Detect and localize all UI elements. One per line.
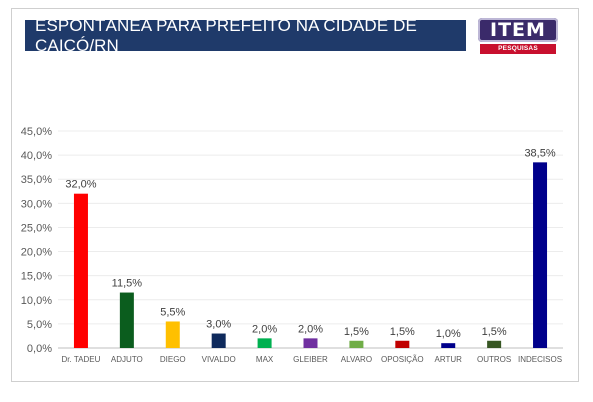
y-tick-label: 10,0% bbox=[21, 295, 52, 307]
bar bbox=[73, 193, 88, 348]
data-label: 1,0% bbox=[436, 328, 461, 340]
x-tick-label: ALVARO bbox=[341, 355, 372, 364]
x-tick-label: INDECISOS bbox=[518, 355, 562, 364]
x-tick-label: ADJUTO bbox=[111, 355, 143, 364]
x-tick-label: OPOSIÇÃO bbox=[381, 355, 424, 364]
x-tick-label: VIVALDO bbox=[202, 355, 236, 364]
data-label: 11,5% bbox=[112, 278, 143, 290]
bar bbox=[349, 340, 364, 348]
logo-subtext: PESQUISAS TÉCNICAS bbox=[480, 44, 556, 62]
data-label: 1,5% bbox=[390, 326, 415, 338]
bar bbox=[533, 162, 548, 348]
logo-text: ITEM bbox=[478, 18, 558, 42]
x-tick-label: ARTUR bbox=[435, 355, 463, 364]
chart-title: ESPONTÂNEA PARA PREFEITO NA CIDADE DE CA… bbox=[25, 16, 466, 55]
data-label: 1,5% bbox=[482, 326, 507, 338]
y-tick-label: 30,0% bbox=[21, 198, 52, 210]
x-tick-label: GLEIBER bbox=[293, 355, 328, 364]
bar bbox=[165, 321, 180, 348]
y-tick-label: 45,0% bbox=[21, 126, 52, 138]
bar bbox=[119, 292, 134, 348]
chart-frame bbox=[11, 8, 579, 382]
data-label: 2,0% bbox=[298, 323, 323, 335]
data-label: 38,5% bbox=[524, 147, 555, 159]
bar bbox=[257, 338, 272, 348]
data-label: 5,5% bbox=[160, 306, 185, 318]
x-tick-label: DIEGO bbox=[160, 355, 186, 364]
y-tick-label: 35,0% bbox=[21, 174, 52, 186]
y-tick-label: 20,0% bbox=[21, 247, 52, 259]
y-tick-label: 5,0% bbox=[27, 319, 52, 331]
x-tick-label: Dr. TADEU bbox=[62, 355, 101, 364]
data-label: 2,0% bbox=[252, 323, 277, 335]
bar bbox=[487, 340, 502, 348]
data-label: 1,5% bbox=[344, 326, 369, 338]
bar bbox=[395, 340, 410, 348]
bar bbox=[441, 343, 456, 348]
y-tick-label: 40,0% bbox=[21, 150, 52, 162]
item-logo: ITEM PESQUISAS TÉCNICAS bbox=[478, 18, 558, 62]
data-label: 32,0% bbox=[65, 179, 96, 191]
x-tick-label: OUTROS bbox=[477, 355, 511, 364]
y-tick-label: 0,0% bbox=[27, 343, 52, 355]
y-tick-label: 25,0% bbox=[21, 222, 52, 234]
data-label: 3,0% bbox=[206, 319, 231, 331]
bar bbox=[303, 338, 318, 348]
y-tick-label: 15,0% bbox=[21, 271, 52, 283]
bar bbox=[211, 333, 226, 348]
x-tick-label: MAX bbox=[256, 355, 274, 364]
